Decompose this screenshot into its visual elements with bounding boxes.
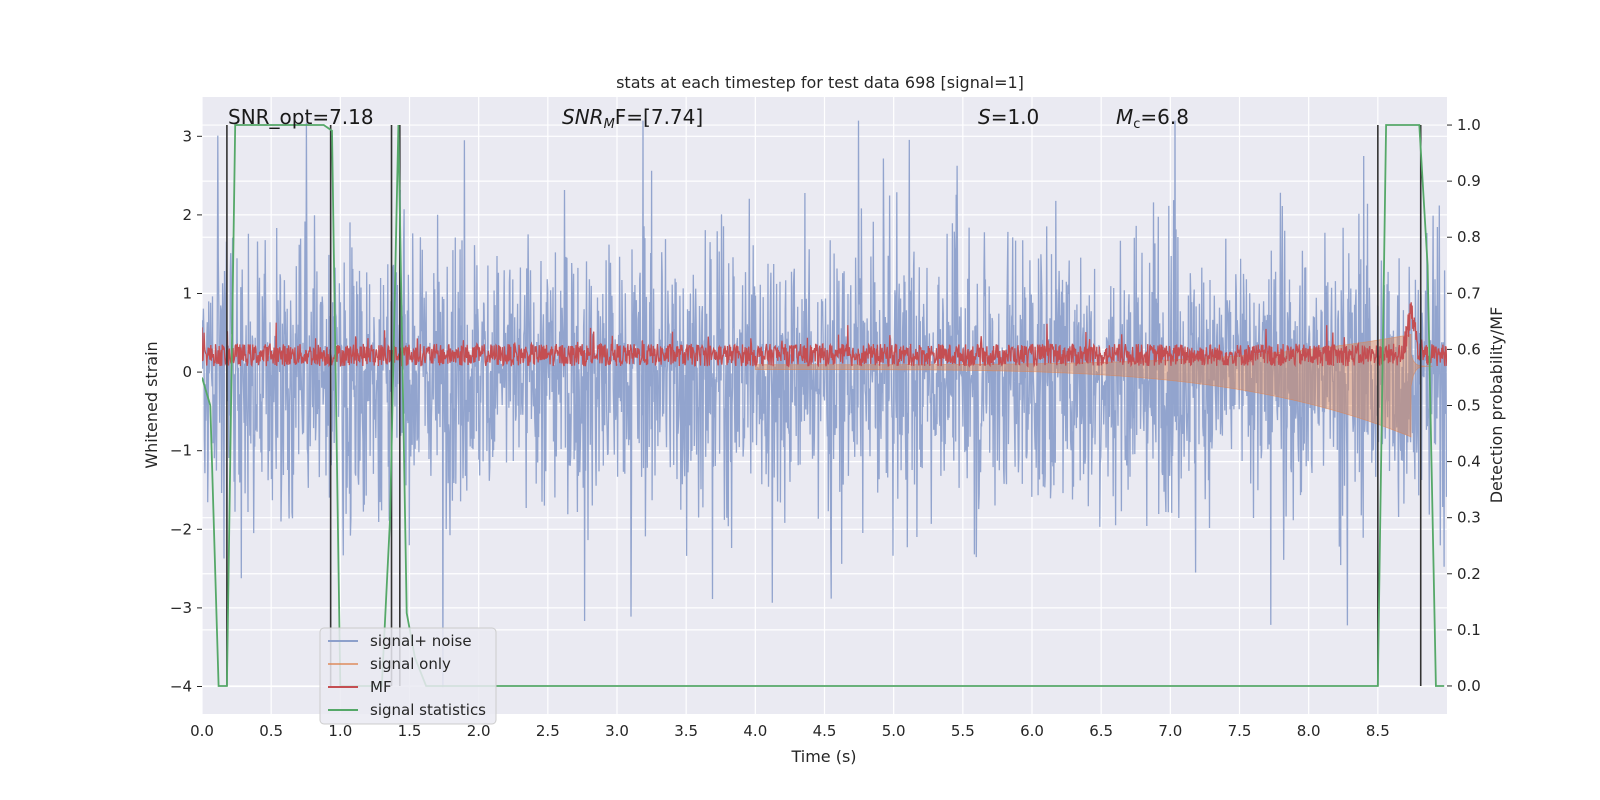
x-tick-label: 5.5 — [951, 722, 975, 740]
legend: signal+ noise signal only MF signal stat… — [319, 627, 497, 725]
y-left-tick-label: 3 — [182, 127, 192, 145]
y-left-tick-label: −3 — [170, 599, 192, 617]
y-right-tick-label: 0.8 — [1457, 228, 1481, 246]
y-left-axis-label: Whitened strain — [142, 341, 161, 468]
s-annotation: S=1.0 — [978, 105, 1039, 129]
y-left-tick-label: 2 — [182, 206, 192, 224]
signal-only-line — [754, 333, 1433, 438]
y-right-tick-label: 0.7 — [1457, 284, 1481, 302]
y-left-tick-label: 1 — [182, 284, 192, 302]
x-tick-label: 3.5 — [674, 722, 698, 740]
x-tick-label: 0.5 — [259, 722, 283, 740]
y-right-tick-label: 0.3 — [1457, 509, 1481, 527]
y-right-tick-label: 0.0 — [1457, 677, 1481, 695]
x-tick-label: 6.5 — [1089, 722, 1113, 740]
x-tick-label: 1.0 — [328, 722, 352, 740]
x-tick-label: 2.0 — [467, 722, 491, 740]
y-left-axis-ticks: 3 2 1 0 −1 −2 −3 −4 — [170, 127, 202, 695]
x-axis-label: Time (s) — [790, 747, 856, 766]
y-right-tick-label: 0.9 — [1457, 172, 1481, 190]
y-left-tick-label: 0 — [182, 363, 192, 381]
y-left-tick-label: −2 — [170, 520, 192, 538]
x-tick-label: 6.0 — [1020, 722, 1044, 740]
x-tick-label: 7.0 — [1158, 722, 1182, 740]
mc-annotation: Mc=6.8 — [1116, 105, 1189, 132]
y-right-tick-label: 0.2 — [1457, 565, 1481, 583]
x-tick-label: 1.5 — [398, 722, 422, 740]
mf-line — [202, 302, 1447, 368]
y-right-tick-label: 0.6 — [1457, 340, 1481, 358]
snr-opt-annotation: SNR_opt=7.18 — [228, 105, 374, 129]
y-right-tick-label: 0.1 — [1457, 621, 1481, 639]
legend-label-signal-only: signal only — [370, 655, 451, 673]
legend-label-mf: MF — [370, 678, 392, 696]
signal-noise-line — [202, 120, 1447, 688]
x-tick-label: 4.5 — [813, 722, 837, 740]
x-tick-label: 2.5 — [536, 722, 560, 740]
y-right-tick-label: 0.4 — [1457, 453, 1481, 471]
snr-mf-annotation: SNRMF=[7.74] — [562, 105, 703, 132]
x-tick-label: 8.0 — [1297, 722, 1321, 740]
y-right-axis-ticks: 1.0 0.9 0.8 0.7 0.6 0.5 0.4 0.3 0.2 0.1 0.0 — [1447, 116, 1481, 695]
legend-label-signal-noise: signal+ noise — [370, 632, 472, 650]
y-left-tick-label: −1 — [170, 442, 192, 460]
y-right-tick-label: 0.5 — [1457, 397, 1481, 415]
x-tick-label: 0.0 — [190, 722, 214, 740]
x-tick-label: 5.0 — [882, 722, 906, 740]
legend-label-signal-statistics: signal statistics — [370, 701, 486, 719]
y-right-tick-label: 1.0 — [1457, 116, 1481, 134]
x-axis-ticks: 0.0 0.5 1.0 1.5 2.0 2.5 3.0 3.5 4.0 4.5 5.0 5.5 6.0 6… — [190, 722, 1390, 740]
x-tick-label: 4.0 — [743, 722, 767, 740]
x-tick-label: 8.5 — [1366, 722, 1390, 740]
x-tick-label: 7.5 — [1228, 722, 1252, 740]
x-tick-label: 3.0 — [605, 722, 629, 740]
y-right-axis-label: Detection probability/MF — [1487, 307, 1506, 504]
chart-title: stats at each timestep for test data 698… — [616, 73, 1024, 92]
y-left-tick-label: −4 — [170, 677, 192, 695]
